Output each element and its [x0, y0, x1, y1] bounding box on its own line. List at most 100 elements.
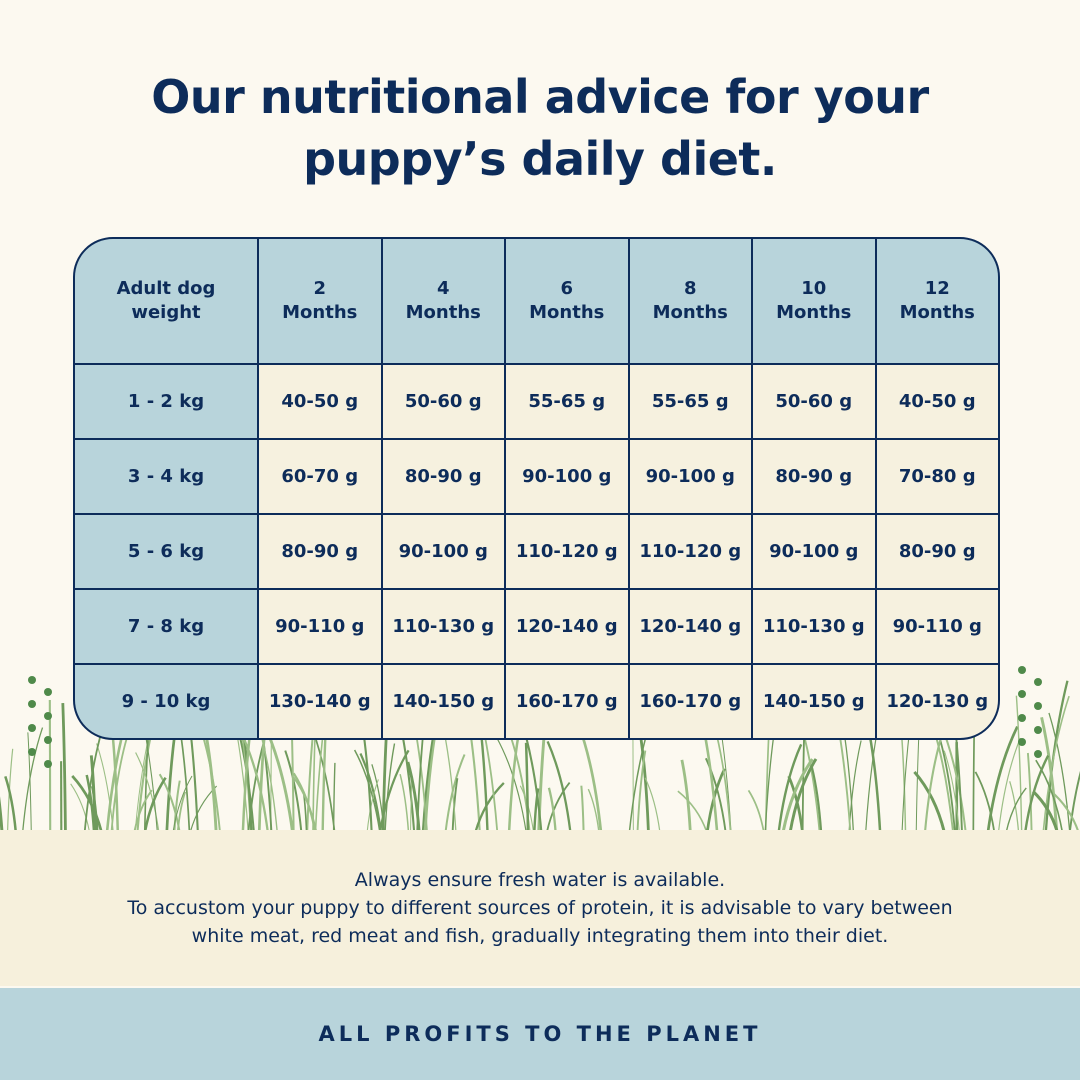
- table-cell: 80-90 g: [259, 515, 381, 588]
- grass-blade: [203, 728, 218, 832]
- table-cell: 140-150 g: [753, 665, 875, 738]
- flower-bud: [28, 748, 36, 756]
- table-cell: 160-170 g: [506, 665, 628, 738]
- title-line: puppy’s daily diet.: [303, 132, 777, 186]
- grass-blade: [546, 782, 571, 832]
- grass-blade: [547, 787, 557, 832]
- grass-blade: [1009, 781, 1020, 832]
- grass-blade: [444, 754, 466, 832]
- grass-blade: [913, 770, 946, 832]
- grass-blade: [1035, 759, 1064, 832]
- header-cell: 2 Months: [259, 239, 381, 363]
- grass-blade: [158, 773, 181, 832]
- grass-blade: [974, 771, 996, 832]
- grass-blade: [474, 782, 505, 832]
- grass-blade: [4, 776, 18, 832]
- grass-blade: [781, 758, 814, 832]
- header-cell: Adult dog weight: [75, 239, 257, 363]
- grass-blade: [111, 734, 120, 832]
- grass-blade: [71, 775, 103, 832]
- table-cell: 55-65 g: [506, 365, 628, 438]
- row-header: 1 - 2 kg: [75, 365, 257, 438]
- grass-blade: [143, 776, 167, 832]
- grass-blade: [777, 743, 803, 832]
- header-text: Months: [899, 302, 975, 323]
- grass-blade: [747, 789, 765, 832]
- table-cell: 90-110 g: [259, 590, 381, 663]
- header-text: Adult dog: [116, 278, 216, 299]
- table-cell: 90-100 g: [629, 440, 751, 513]
- grass-blade: [240, 733, 269, 832]
- grass-blade: [680, 759, 692, 832]
- flower-bud: [28, 724, 36, 732]
- flower-bud: [44, 688, 52, 696]
- header-text: 8: [683, 278, 697, 299]
- flower-bud: [44, 712, 52, 720]
- note-line: Always ensure fresh water is available.: [354, 869, 726, 891]
- table-cell: 110-120 g: [506, 515, 628, 588]
- header-text: 4: [436, 278, 450, 299]
- table-cell: 80-90 g: [876, 515, 998, 588]
- header-cell: 10 Months: [753, 239, 875, 363]
- header-text: weight: [131, 302, 201, 323]
- grass-blade: [1042, 695, 1070, 832]
- table-cell: 40-50 g: [876, 365, 998, 438]
- grass-blade: [172, 775, 193, 832]
- table-cell: 80-90 g: [382, 440, 504, 513]
- header-text: 6: [560, 278, 574, 299]
- grass-blade: [580, 785, 585, 832]
- header-cell: 8 Months: [629, 239, 751, 363]
- grass-blade: [384, 743, 396, 832]
- header-cell: 4 Months: [382, 239, 504, 363]
- flower-bud: [28, 700, 36, 708]
- grass-blade: [1049, 789, 1080, 832]
- grass-blade: [85, 774, 96, 832]
- table-cell: 110-130 g: [753, 590, 875, 663]
- row-header: 5 - 6 kg: [75, 515, 257, 588]
- row-header: 3 - 4 kg: [75, 440, 257, 513]
- grass-blade: [495, 736, 527, 832]
- grass-blade: [1048, 712, 1071, 832]
- grass-blade: [972, 725, 976, 832]
- grass-blade: [89, 755, 97, 832]
- grass-blade: [901, 737, 907, 832]
- table-cell: 120-140 g: [506, 590, 628, 663]
- grass-blade: [938, 735, 956, 832]
- note-line: white meat, red meat and fish, gradually…: [191, 925, 889, 947]
- grass-blade: [292, 772, 317, 832]
- header-text: 12: [924, 278, 950, 299]
- table-cell: 120-130 g: [876, 665, 998, 738]
- grass-blade: [1015, 695, 1023, 832]
- feeding-table: Adult dog weight 2 Months 4 Months 6 Months 8 Mon…: [73, 237, 1000, 740]
- grass-blade: [587, 788, 600, 832]
- header-text: Months: [529, 302, 605, 323]
- table-cell: 90-100 g: [382, 515, 504, 588]
- table-cell: 50-60 g: [753, 365, 875, 438]
- grass-blade: [6, 748, 14, 832]
- table-cell: 110-130 g: [382, 590, 504, 663]
- grass-blade: [359, 753, 382, 832]
- row-header: 7 - 8 kg: [75, 590, 257, 663]
- grass-blade: [1068, 770, 1080, 832]
- grass-blade: [636, 750, 647, 832]
- table-cell: 110-120 g: [629, 515, 751, 588]
- note-line: To accustom your puppy to different sour…: [127, 897, 953, 919]
- grass-blade: [943, 750, 960, 832]
- grass-blade: [1026, 752, 1033, 832]
- table-cell: 80-90 g: [753, 440, 875, 513]
- note: Always ensure fresh water is available. T…: [0, 830, 1080, 986]
- grass-blade: [366, 779, 379, 832]
- header-text: 2: [313, 278, 327, 299]
- grass-blade: [70, 783, 91, 832]
- grass-blade: [410, 781, 413, 832]
- grass-blade: [1032, 790, 1059, 832]
- grass-blade: [406, 761, 421, 832]
- grass-blade: [810, 766, 823, 832]
- grass-blade: [644, 777, 661, 832]
- row-header: 9 - 10 kg: [75, 665, 257, 738]
- grass-blade: [577, 723, 603, 832]
- flower-bud: [1018, 690, 1026, 698]
- grass-blade: [22, 727, 44, 832]
- flower-bud: [1034, 726, 1042, 734]
